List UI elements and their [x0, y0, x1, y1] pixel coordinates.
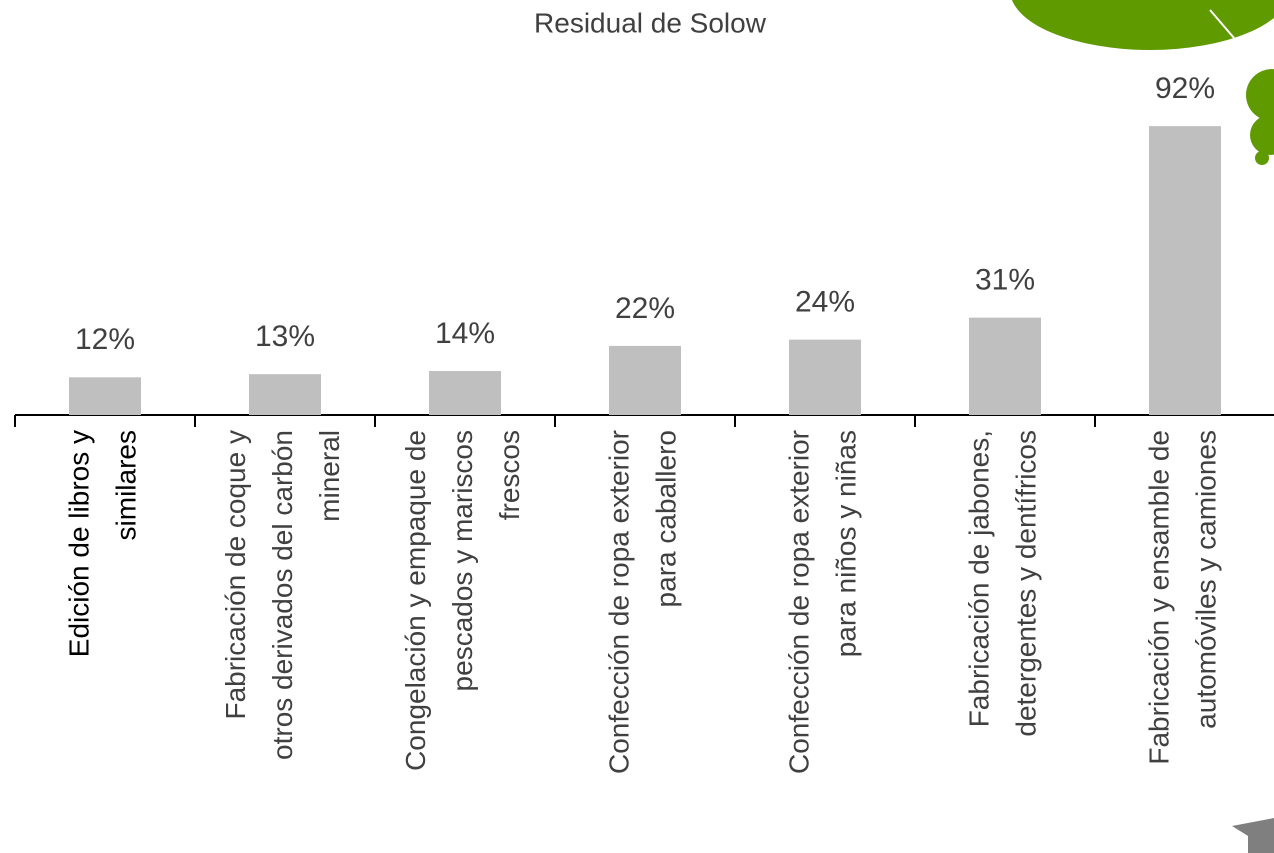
value-label: 22%: [615, 292, 675, 325]
x-tick-label: Fabricación de jabones, detergentes y den…: [964, 430, 1042, 737]
x-tick-label: Confección de ropa exterior para niños y …: [784, 430, 862, 774]
chart-title: Residual de Solow: [534, 7, 767, 38]
value-label: 92%: [1155, 72, 1215, 105]
value-label: 13%: [255, 320, 315, 353]
value-label: 14%: [435, 317, 495, 350]
value-label: 24%: [795, 286, 855, 319]
x-tick-label: Fabricación y ensamble de automóviles y c…: [1144, 430, 1222, 765]
value-label: 12%: [75, 323, 135, 356]
x-tick-label: Fabricación de coque y otros derivados de…: [220, 430, 345, 760]
bar: [249, 374, 321, 415]
bar: [609, 345, 681, 415]
bar: [429, 371, 501, 415]
bar: [69, 377, 141, 415]
x-tick-label: Congelación y empaque de pescados y maris…: [400, 430, 525, 771]
decoration: [1011, 0, 1274, 853]
bar: [1149, 126, 1221, 416]
x-tick-label: Edición de libros y similares: [64, 430, 142, 657]
x-tick-label: Confección de ropa exterior para caballer…: [604, 430, 682, 774]
bar: [789, 339, 861, 415]
bar: [969, 317, 1041, 415]
value-label: 31%: [975, 264, 1035, 297]
